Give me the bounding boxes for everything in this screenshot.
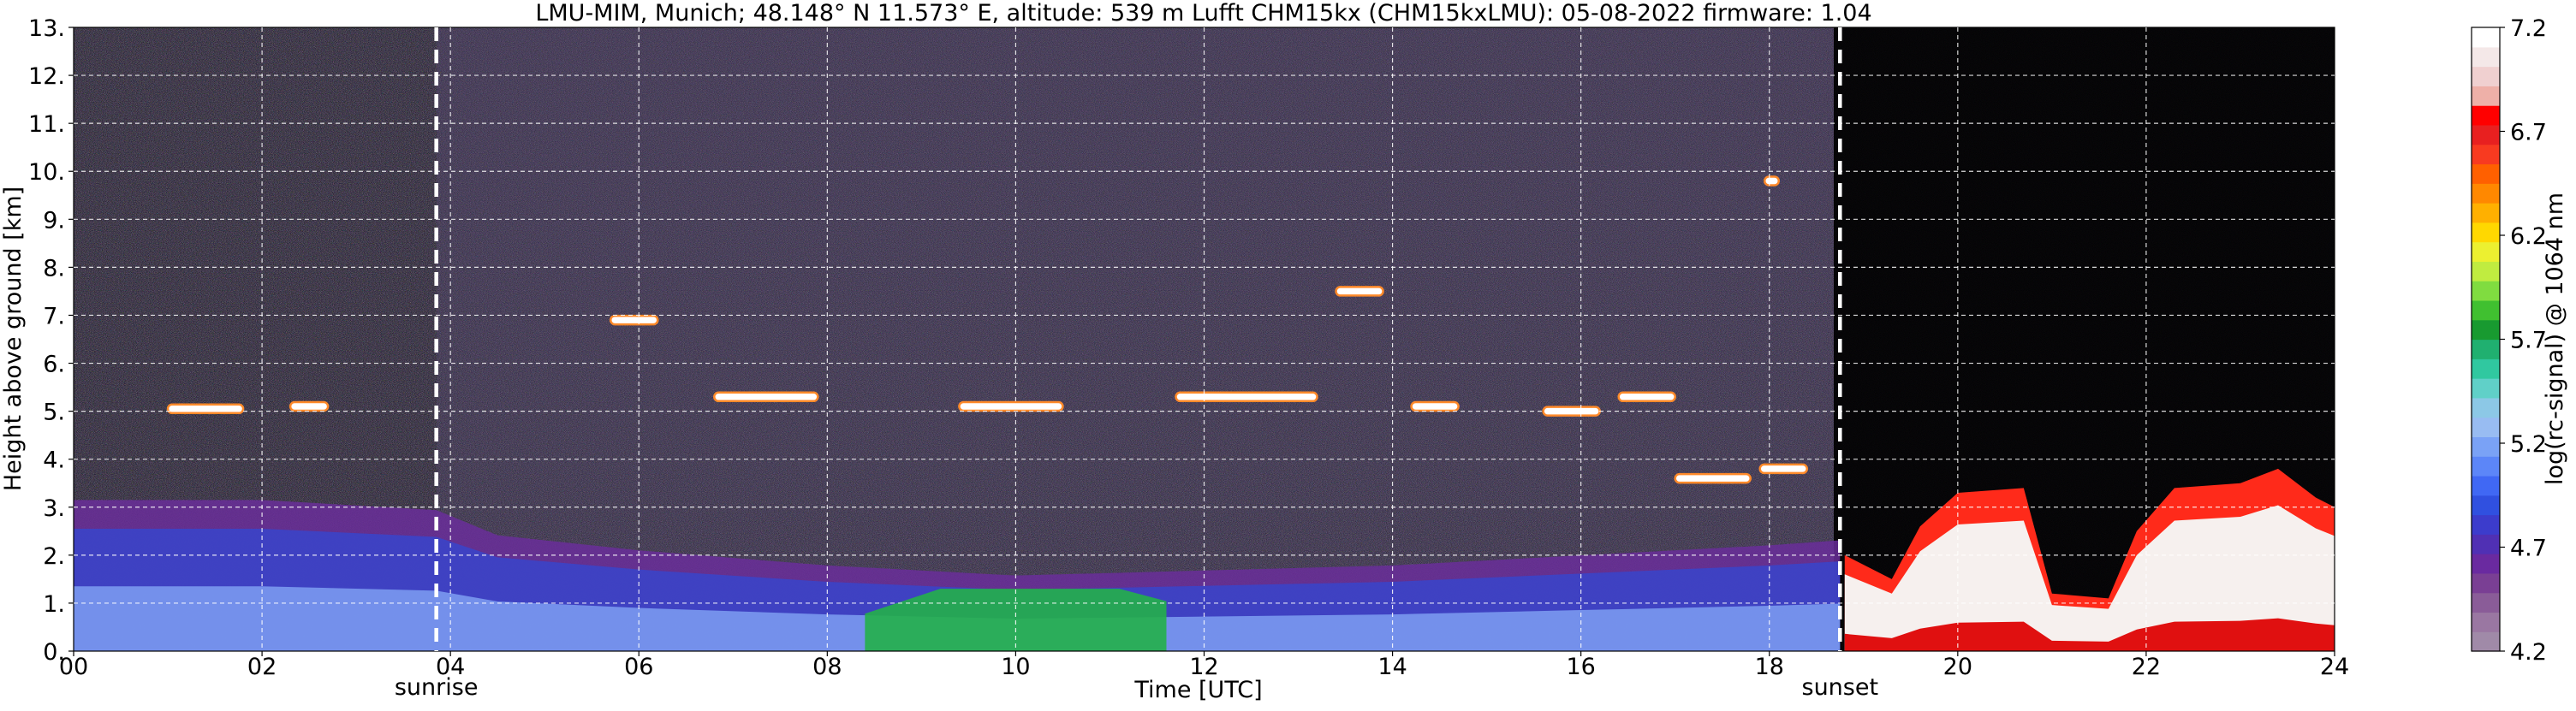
colorbar-tick-label: 7.2: [2510, 15, 2547, 42]
colorbar-swatch: [2472, 124, 2500, 145]
cloud-segment: [609, 314, 659, 326]
y-tick-label: 9.: [43, 207, 65, 234]
cloud-segment: [1674, 472, 1752, 484]
colorbar-swatch: [2472, 261, 2500, 281]
cloud-segment: [166, 403, 245, 415]
y-axis-label: Height above ground [km]: [0, 187, 27, 491]
daytime-haze: [437, 27, 1834, 651]
night-aerosol-base: [1844, 618, 2335, 651]
sunrise-label: sunrise: [395, 674, 479, 701]
x-tick-label: 04: [436, 654, 465, 680]
y-tick-label: 4.: [43, 447, 65, 474]
cloud-segment: [1617, 391, 1676, 403]
colorbar-swatch: [2472, 514, 2500, 535]
y-tick-label: 7.: [43, 303, 65, 329]
y-tick-label: 2.: [43, 543, 65, 570]
colorbar-swatch: [2472, 417, 2500, 438]
colorbar-tick-label: 5.2: [2510, 431, 2547, 458]
x-tick-label: 22: [2132, 654, 2161, 680]
colorbar-swatch: [2472, 572, 2500, 594]
colorbar-swatch: [2472, 105, 2500, 126]
x-tick-label: 14: [1377, 654, 1407, 680]
y-tick-label: 6.: [43, 352, 65, 378]
x-tick-label: 20: [1943, 654, 1972, 680]
y-tick-label: 12.: [28, 63, 65, 90]
colorbar-swatch: [2472, 241, 2500, 262]
cloud-segment: [1335, 286, 1384, 297]
colorbar-swatch: [2472, 397, 2500, 418]
colorbar-swatch: [2472, 66, 2500, 86]
colorbar-swatch: [2472, 592, 2500, 613]
y-tick-label: 3.: [43, 495, 65, 522]
colorbar-label: log(rc-signal) @ 1064 nm: [2542, 193, 2568, 485]
colorbar-swatch: [2472, 436, 2500, 457]
colorbar-tick-label: 4.2: [2510, 639, 2547, 666]
colorbar-swatch: [2472, 86, 2500, 106]
colorbar-swatch: [2472, 281, 2500, 301]
colorbar-swatch: [2472, 144, 2500, 165]
y-tick-label: 11.: [28, 111, 65, 138]
x-tick-label: 12: [1189, 654, 1218, 680]
colorbar-swatch: [2472, 612, 2500, 632]
colorbar-swatch: [2472, 456, 2500, 477]
colorbar-swatch: [2472, 46, 2500, 68]
cloud-segment: [1175, 391, 1318, 403]
cloud-segment: [1763, 175, 1781, 187]
colorbar-swatch: [2472, 378, 2500, 399]
colorbar-swatch: [2472, 163, 2500, 184]
sunset-label: sunset: [1802, 674, 1879, 701]
y-tick-label: 13.: [28, 15, 65, 42]
x-tick-label: 06: [624, 654, 653, 680]
colorbar-tick-label: 5.7: [2510, 328, 2547, 354]
colorbar-tick-label: 6.7: [2510, 120, 2547, 146]
cloud-segment: [1410, 400, 1460, 412]
colorbar: 4.2 4.7 5.2 5.7 6.2 6.7 7.2: [2471, 15, 2547, 666]
colorbar-swatch: [2472, 299, 2500, 321]
y-tick-label: 8.: [43, 255, 65, 281]
y-tick-label: 1.: [43, 591, 65, 618]
chart-title: LMU-MIM, Munich; 48.148° N 11.573° E, al…: [535, 0, 1871, 27]
colorbar-swatch: [2472, 339, 2500, 359]
colorbar-swatch: [2472, 495, 2500, 516]
colorbar-swatch: [2472, 27, 2500, 48]
green-aerosol-layer: [865, 589, 1167, 651]
colorbar-swatch: [2472, 475, 2500, 496]
grid-lines: [74, 27, 2335, 651]
cloud-segment: [958, 400, 1064, 412]
colorbar-swatch: [2472, 534, 2500, 554]
y-tick-label: 5.: [43, 400, 65, 426]
x-tick-label: 08: [812, 654, 842, 680]
colorbar-tick-label: 4.7: [2510, 536, 2547, 562]
x-axis-label: Time [UTC]: [1133, 677, 1262, 703]
x-tick-label: 00: [59, 654, 88, 680]
x-tick-label: 02: [247, 654, 277, 680]
night-aerosol-core: [1844, 505, 2335, 651]
colorbar-swatch: [2472, 631, 2500, 652]
cloud-segment: [289, 400, 330, 412]
x-tick-label: 10: [1001, 654, 1030, 680]
colorbar-swatch: [2472, 554, 2500, 574]
y-tick-label: 0.: [43, 639, 65, 666]
cloud-segment: [713, 391, 819, 403]
y-tick-label: 10.: [28, 159, 65, 186]
colorbar-tick-label: 6.2: [2510, 223, 2547, 250]
x-tick-label: 18: [1755, 654, 1784, 680]
x-tick-label: 24: [2320, 654, 2349, 680]
x-tick-label: 16: [1566, 654, 1595, 680]
colorbar-swatch: [2472, 222, 2500, 243]
colorbar-swatch: [2472, 319, 2500, 341]
cloud-segment: [1758, 463, 1809, 475]
colorbar-swatch: [2472, 358, 2500, 379]
colorbar-swatch: [2472, 203, 2500, 223]
colorbar-swatch: [2472, 183, 2500, 204]
